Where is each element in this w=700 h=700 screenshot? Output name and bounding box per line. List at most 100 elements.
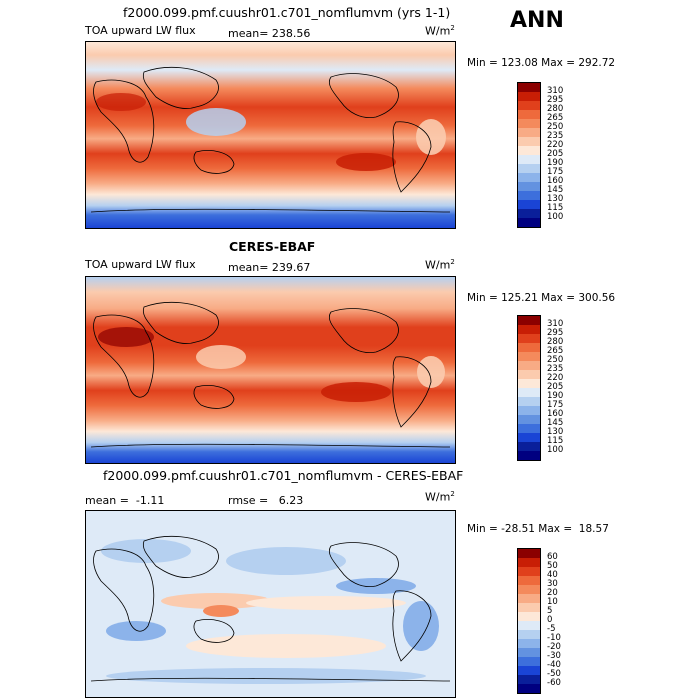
panel2-map-svg — [86, 277, 455, 463]
panel1-mean: mean= 238.56 — [228, 27, 311, 40]
panel3-anom — [106, 621, 166, 641]
panel1-cbar-label: 280 — [547, 104, 564, 114]
panel1-cbar-label: 160 — [547, 176, 564, 186]
cbar-swatch — [518, 119, 540, 128]
cbar-swatch — [518, 424, 540, 433]
panel1-subtropic-max — [336, 153, 396, 171]
panel2-cbar-label: 100 — [547, 445, 564, 455]
panel2-field — [86, 277, 455, 463]
panel2-subtropic-max — [321, 382, 391, 402]
panel2-cbar-label: 160 — [547, 409, 564, 419]
panel3-cbar-label: 5 — [547, 606, 553, 616]
panel1-units: W/m2 — [425, 24, 455, 38]
units-exp: 2 — [450, 258, 455, 266]
panel3-anom — [403, 601, 439, 651]
panel3-cbar-label: 50 — [547, 561, 558, 571]
cbar-swatch — [518, 146, 540, 155]
panel1-sahara-max — [96, 93, 146, 111]
panel2-cbar-label: 265 — [547, 346, 564, 356]
panel3-colorbar — [517, 548, 541, 694]
cbar-swatch — [518, 352, 540, 361]
panel1-amazon — [416, 119, 446, 155]
cbar-swatch — [518, 110, 540, 119]
cbar-swatch — [518, 128, 540, 137]
panel3-cbar-label: -30 — [547, 651, 561, 661]
cbar-swatch — [518, 155, 540, 164]
panel3-anom — [186, 634, 386, 658]
cbar-swatch — [518, 191, 540, 200]
panel3-title: f2000.099.pmf.cuushr01.c701_nomflumvm - … — [103, 468, 464, 483]
panel1-cbar-label: 205 — [547, 149, 564, 159]
cbar-swatch — [518, 621, 540, 630]
panel3-map-svg — [86, 511, 455, 697]
panel2-map — [85, 276, 456, 464]
panel3-cbar-label: 20 — [547, 588, 558, 598]
panel1-cbar-label: 265 — [547, 113, 564, 123]
cbar-swatch — [518, 558, 540, 567]
panel2-cbar-label: 220 — [547, 373, 564, 383]
panel3-mean: mean = -1.11 — [85, 494, 165, 507]
panel2-coastlines — [90, 302, 451, 448]
units-base: W/m — [425, 24, 451, 38]
cbar-swatch — [518, 451, 540, 460]
cbar-swatch — [518, 549, 540, 558]
panel3-anom — [226, 547, 346, 575]
cbar-swatch — [518, 343, 540, 352]
panel1-cbar-label: 220 — [547, 140, 564, 150]
panel3-anom — [203, 605, 239, 617]
cbar-swatch — [518, 585, 540, 594]
panel1-field-label: TOA upward LW flux — [85, 24, 196, 37]
units-exp: 2 — [450, 490, 455, 498]
cbar-swatch — [518, 433, 540, 442]
panel3-cbar-label: -5 — [547, 624, 556, 634]
panel2-cbar-label: 295 — [547, 328, 564, 338]
panel2-cbar-label: 190 — [547, 391, 564, 401]
panel2-mean: mean= 239.67 — [228, 261, 311, 274]
panel3-anom — [161, 593, 271, 609]
panel3-map — [85, 510, 456, 698]
panel2-amazon — [417, 356, 445, 388]
panel1-warm-pool — [186, 108, 246, 136]
cbar-swatch — [518, 442, 540, 451]
units-exp: 2 — [450, 24, 455, 32]
panel1-map — [85, 41, 456, 229]
panel3-cbar-label: -10 — [547, 633, 561, 643]
units-base: W/m — [425, 258, 451, 272]
panel1-cbar-label: 310 — [547, 86, 564, 96]
panel2-cbar-label: 280 — [547, 337, 564, 347]
panel3-rmse: rmse = 6.23 — [228, 494, 304, 507]
panel3-cbar-label: 30 — [547, 579, 558, 589]
panel3-cbar-label: 0 — [547, 615, 553, 625]
panel2-field-label: TOA upward LW flux — [85, 258, 196, 271]
panel1-map-svg — [86, 42, 455, 228]
cbar-swatch — [518, 370, 540, 379]
panel3-cbar-label: -50 — [547, 669, 561, 679]
cbar-swatch — [518, 406, 540, 415]
panel3-cbar-label: -40 — [547, 660, 561, 670]
cbar-swatch — [518, 639, 540, 648]
panel1-minmax: Min = 123.08 Max = 292.72 — [467, 57, 616, 69]
panel2-cbar-label: 130 — [547, 427, 564, 437]
panel2-cbar-label: 175 — [547, 400, 564, 410]
panel3-minmax: Min = -28.51 Max = 18.57 — [467, 523, 609, 535]
season-label: ANN — [510, 8, 564, 33]
cbar-swatch — [518, 630, 540, 639]
panel2-units: W/m2 — [425, 258, 455, 272]
panel3-cbar-label: 60 — [547, 552, 558, 562]
cbar-swatch — [518, 657, 540, 666]
panel1-cbar-label: 145 — [547, 185, 564, 195]
cbar-swatch — [518, 92, 540, 101]
cbar-swatch — [518, 675, 540, 684]
panel1-cbar-label: 190 — [547, 158, 564, 168]
cbar-swatch — [518, 648, 540, 657]
panel2-cbar-label: 115 — [547, 436, 564, 446]
panel3-cbar-label: -60 — [547, 678, 561, 688]
panel2-cbar-label: 145 — [547, 418, 564, 428]
cbar-swatch — [518, 594, 540, 603]
cbar-swatch — [518, 173, 540, 182]
cbar-swatch — [518, 101, 540, 110]
cbar-swatch — [518, 200, 540, 209]
panel1-cbar-label: 250 — [547, 122, 564, 132]
cbar-swatch — [518, 415, 540, 424]
panel2-minmax: Min = 125.21 Max = 300.56 — [467, 292, 616, 304]
